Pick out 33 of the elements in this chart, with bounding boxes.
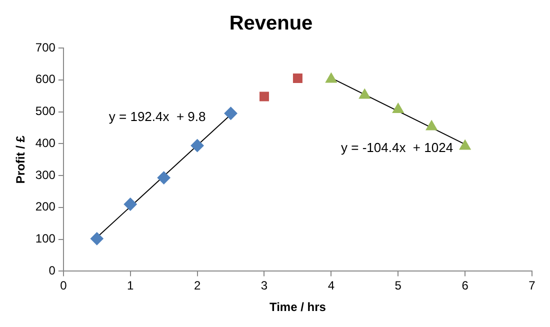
- x-tick-label: 1: [127, 278, 134, 293]
- x-tick-label: 5: [394, 278, 402, 293]
- y-tick-label: 0: [48, 264, 56, 278]
- point: [325, 72, 337, 83]
- y-tick-label: 600: [35, 72, 56, 86]
- point: [90, 232, 104, 246]
- x-tick-label: 4: [328, 278, 335, 293]
- point: [157, 171, 170, 184]
- point: [124, 198, 137, 211]
- x-tick-label: 7: [528, 278, 536, 293]
- annotation: y = 192.4x + 9.8: [108, 109, 206, 124]
- y-tick-label: 700: [35, 40, 56, 54]
- point: [260, 92, 269, 102]
- x-axis-title: Time / hrs: [269, 300, 326, 314]
- x-tick-label: 3: [260, 278, 268, 293]
- annotation: y = -104.4x + 1024: [341, 140, 454, 155]
- x-tick-label: 0: [60, 278, 68, 293]
- y-tick-label: 400: [35, 136, 56, 150]
- point: [426, 120, 438, 130]
- y-axis-title: Profit / £: [14, 135, 28, 184]
- point: [459, 140, 471, 150]
- point: [190, 139, 204, 152]
- y-tick-label: 200: [35, 200, 56, 214]
- chart-title: Revenue: [229, 12, 313, 35]
- x-tick-label: 6: [462, 278, 469, 293]
- point: [358, 88, 370, 99]
- point: [392, 103, 404, 114]
- y-tick-label: 300: [35, 168, 56, 182]
- point: [292, 74, 302, 84]
- point: [224, 106, 238, 120]
- y-tick-label: 500: [35, 104, 56, 118]
- y-tick-label: 100: [35, 232, 56, 246]
- x-tick-label: 2: [194, 278, 201, 293]
